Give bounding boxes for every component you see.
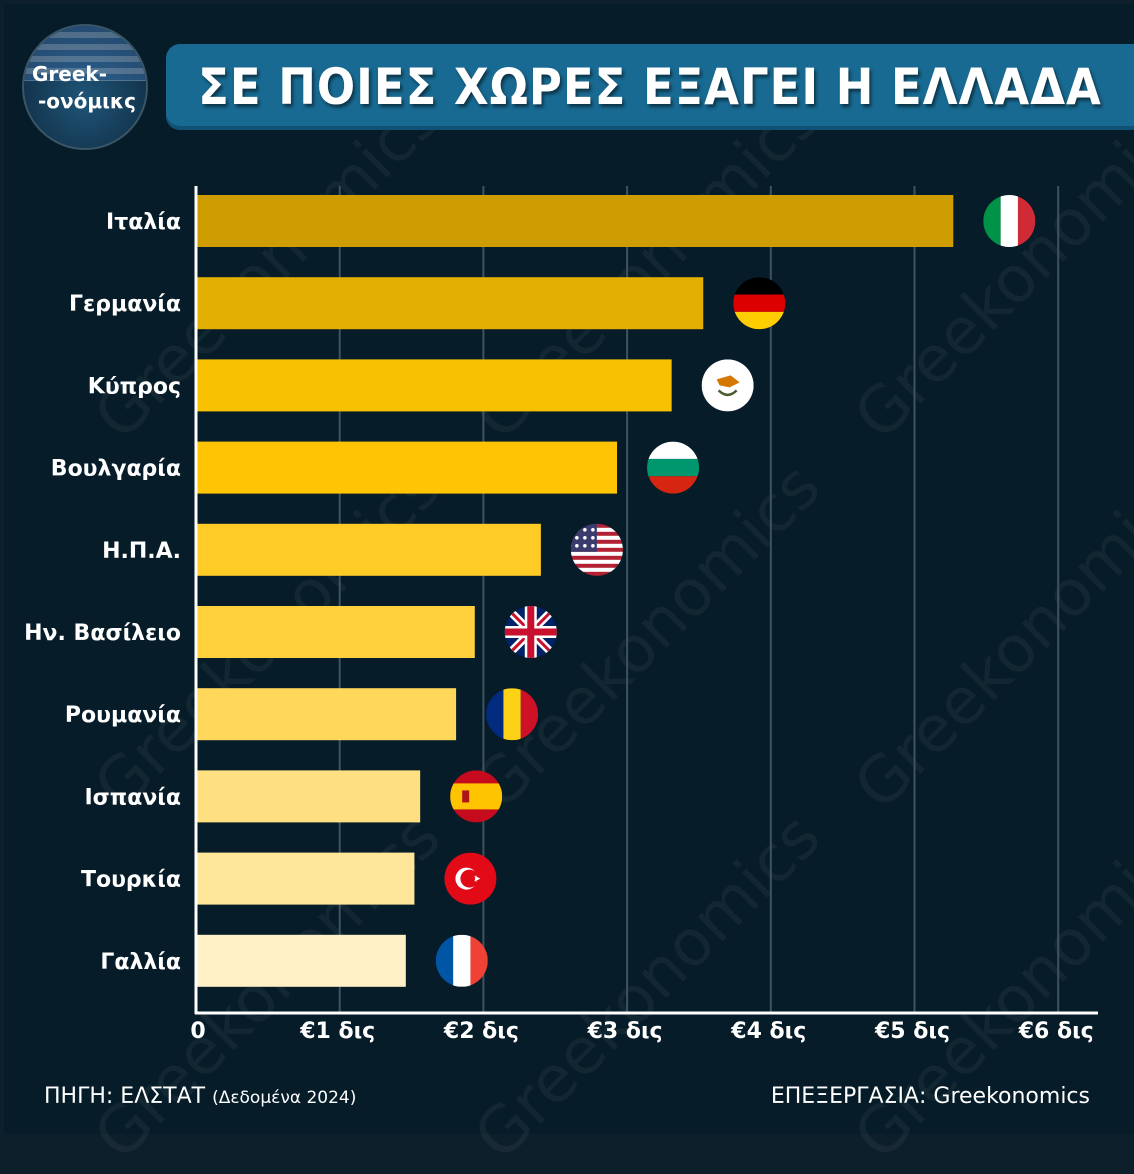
category-label: Τουρκία bbox=[81, 868, 181, 893]
bar bbox=[196, 852, 415, 905]
bar bbox=[196, 277, 704, 330]
greek-flag-icon bbox=[24, 26, 146, 81]
category-label: Κύπρος bbox=[88, 374, 181, 399]
x-tick-label: €5 δις bbox=[874, 1019, 950, 1044]
italy-flag-icon bbox=[983, 195, 1036, 247]
bar bbox=[196, 934, 406, 987]
x-tick-label: 0 bbox=[190, 1019, 205, 1044]
category-label: Γερμανία bbox=[69, 292, 181, 317]
category-label: Γαλλία bbox=[100, 950, 181, 975]
logo-text-line1: Greek- bbox=[32, 62, 108, 86]
bar bbox=[196, 523, 541, 576]
bar bbox=[196, 770, 421, 823]
romania-flag-icon bbox=[486, 688, 539, 741]
bar bbox=[196, 441, 618, 494]
usa-flag-icon bbox=[570, 523, 623, 576]
uk-flag-icon bbox=[504, 606, 557, 658]
bar-chart: Ιταλία Γερμανία Κύπρος Βουλγαρία Η.Π.Α. Ην. Β… bbox=[24, 186, 1098, 1044]
source-year-note: (Δεδομένα 2024) bbox=[212, 1088, 357, 1108]
category-label: Η.Π.Α. bbox=[102, 539, 181, 564]
category-label: Ρουμανία bbox=[65, 703, 181, 728]
chart-frame bbox=[4, 4, 1134, 1134]
title-banner: ΣΕ ΠΟΙΕΣ ΧΩΡΕΣ ΕΞΑΓΕΙ Η ΕΛΛΑΔΑ bbox=[166, 44, 1134, 130]
category-label: Ιταλία bbox=[106, 210, 181, 235]
bar bbox=[196, 606, 475, 658]
category-label: Ην. Βασίλειο bbox=[24, 621, 181, 646]
credit-note: ΕΠΕΞΕΡΓΑΣΙΑ: Greekonomics bbox=[770, 1084, 1090, 1109]
x-tick-label: €3 δις bbox=[587, 1019, 663, 1044]
turkey-flag-icon bbox=[444, 852, 497, 905]
cyprus-flag-icon bbox=[701, 359, 754, 412]
bar bbox=[196, 688, 457, 741]
category-label: Βουλγαρία bbox=[51, 457, 181, 482]
x-tick-label: €4 δις bbox=[730, 1019, 806, 1044]
bar bbox=[196, 195, 954, 247]
germany-flag-icon bbox=[733, 277, 786, 330]
france-flag-icon bbox=[435, 934, 488, 987]
logo-text-line2: -ονόμικς bbox=[38, 89, 136, 113]
x-tick-label: €1 δις bbox=[299, 1019, 375, 1044]
x-tick-label: €6 δις bbox=[1018, 1019, 1094, 1044]
source-note: ΠΗΓΗ: ΕΛΣΤΑΤ (Δεδομένα 2024) bbox=[44, 1084, 356, 1109]
chart-title: ΣΕ ΠΟΙΕΣ ΧΩΡΕΣ ΕΞΑΓΕΙ Η ΕΛΛΑΔΑ bbox=[198, 58, 1102, 116]
greekonomics-logo: Greek- -ονόμικς bbox=[22, 24, 148, 150]
bulgaria-flag-icon bbox=[647, 441, 700, 494]
category-label: Ισπανία bbox=[84, 785, 181, 810]
x-tick-label: €2 δις bbox=[443, 1019, 519, 1044]
spain-flag-icon bbox=[450, 770, 503, 823]
bar bbox=[196, 359, 672, 412]
source-label: ΠΗΓΗ: ΕΛΣΤΑΤ bbox=[44, 1084, 206, 1109]
